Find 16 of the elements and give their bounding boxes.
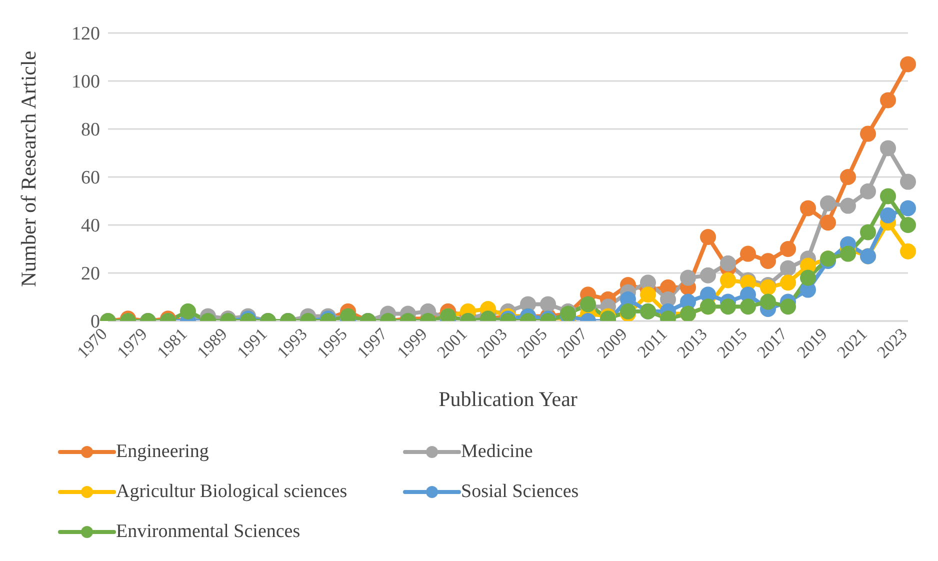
y-tick-label: 80 [81,120,100,141]
x-tick-label: 2011 [634,324,671,362]
legend-label: Engineering [116,441,209,463]
legend-label: Medicine [461,441,533,463]
x-axis-title: Publication Year [438,387,578,411]
x-tick-label: 1981 [153,324,191,362]
y-tick-label: 40 [81,216,100,237]
legend-label: Sosial Sciences [461,481,579,503]
y-tick-label: 100 [72,72,100,93]
y-tick-label: 60 [81,168,100,189]
legend-label: Agricultur Biological sciences [116,481,348,503]
legend-label: Environmental Sciences [116,521,300,543]
y-axis-title: Number of Research Article [16,50,40,287]
y-tick-label: 120 [72,24,100,45]
y-tick-label: 20 [81,264,100,285]
x-tick-label: 1991 [233,324,271,362]
